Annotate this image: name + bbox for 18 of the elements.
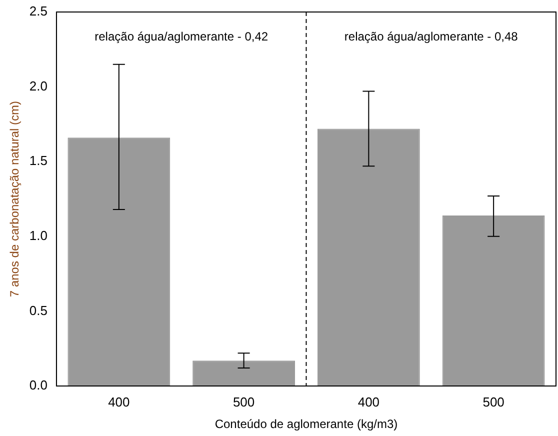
x-tick-label: 400: [108, 394, 130, 410]
x-tick-label: 400: [358, 394, 380, 410]
x-axis-title: Conteúdo de aglomerante (kg/m3): [214, 417, 398, 432]
y-tick-label: 2.0: [29, 78, 48, 94]
x-tick-label: 500: [232, 394, 255, 410]
y-tick-label: 2.5: [29, 4, 48, 19]
y-tick-label: 1.5: [29, 153, 48, 168]
y-tick-label: 0.5: [29, 302, 48, 318]
y-axis-title: 7 anos de carbonatação natural (cm): [8, 100, 22, 298]
bar: [317, 128, 420, 386]
bar: [442, 215, 545, 386]
y-tick-label: 0.0: [29, 378, 48, 393]
x-tick-label: 500: [482, 394, 504, 410]
annotation: relação água/aglomerante - 0,42: [94, 29, 268, 44]
bar: [192, 360, 295, 386]
y-tick-label: 1.0: [29, 228, 48, 243]
bar: [68, 138, 170, 386]
annotation: relação água/aglomerante - 0,48: [344, 29, 518, 44]
